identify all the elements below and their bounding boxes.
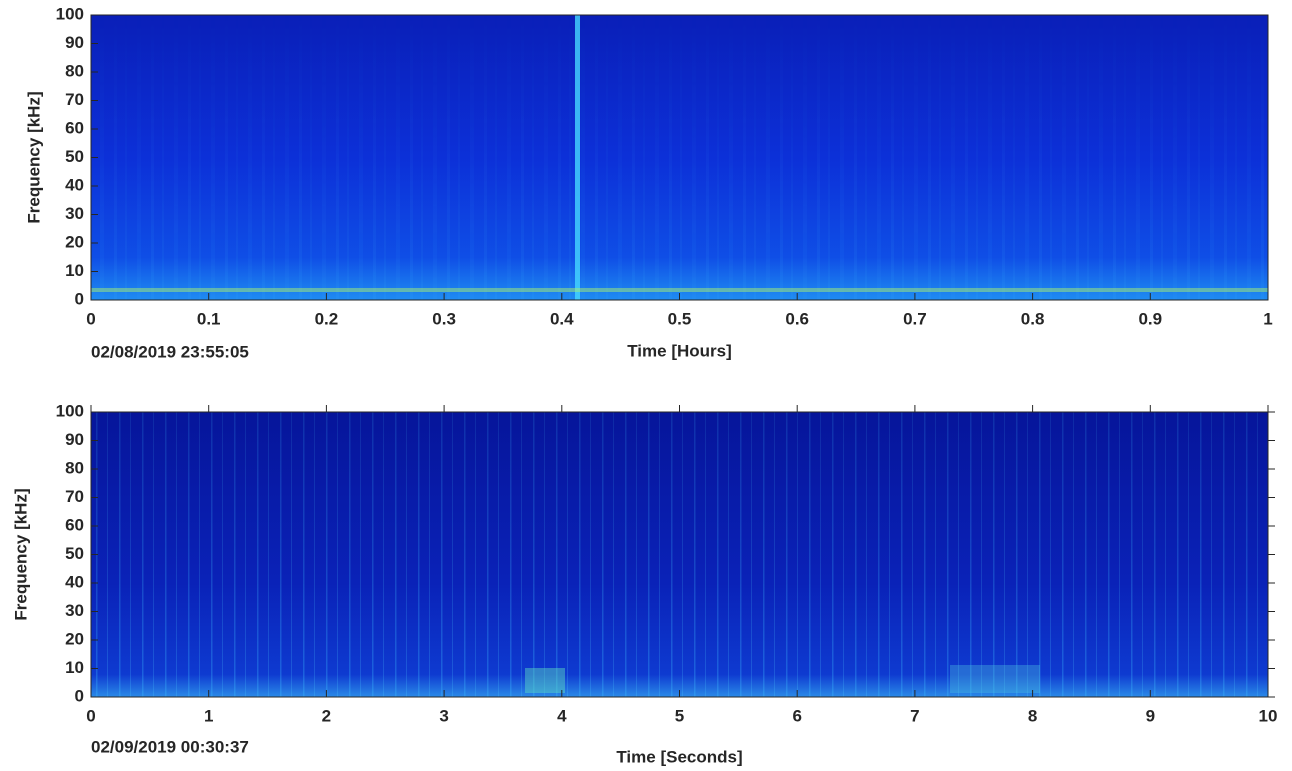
x-tick-label: 0.1 — [197, 309, 221, 328]
y-tick-label: 0 — [75, 289, 84, 308]
y-tick-label: 80 — [65, 61, 84, 80]
x-tick-label: 2 — [322, 706, 331, 725]
plot-background — [91, 15, 1268, 697]
y-tick-label: 50 — [65, 147, 84, 166]
x-tick-label: 0.6 — [785, 309, 809, 328]
x-tick-label: 1 — [1263, 309, 1272, 328]
x-tick-label: 8 — [1028, 706, 1037, 725]
y-tick-label: 50 — [65, 544, 84, 563]
y-tick-label: 80 — [65, 458, 84, 477]
x-axis-label: Time [Hours] — [627, 341, 732, 360]
y-tick-label: 10 — [65, 261, 84, 280]
x-tick-label: 0.7 — [903, 309, 927, 328]
x-tick-label: 1 — [204, 706, 213, 725]
x-tick-label: 10 — [1259, 706, 1278, 725]
y-tick-label: 60 — [65, 118, 84, 137]
y-tick-label: 20 — [65, 629, 84, 648]
x-tick-label: 0.8 — [1021, 309, 1045, 328]
x-axis-label: Time [Seconds] — [616, 747, 742, 766]
y-tick-label: 40 — [65, 572, 84, 591]
y-tick-label: 30 — [65, 204, 84, 223]
x-tick-label: 4 — [557, 706, 567, 725]
y-tick-label: 70 — [65, 90, 84, 109]
y-tick-label: 60 — [65, 515, 84, 534]
timestamp: 02/08/2019 23:55:05 — [91, 342, 249, 361]
x-tick-label: 0.2 — [315, 309, 339, 328]
y-tick-label: 10 — [65, 658, 84, 677]
y-tick-label: 70 — [65, 487, 84, 506]
y-tick-label: 40 — [65, 175, 84, 194]
x-tick-label: 3 — [439, 706, 448, 725]
y-tick-label: 100 — [56, 401, 84, 420]
y-tick-label: 90 — [65, 430, 84, 449]
y-tick-label: 90 — [65, 33, 84, 52]
y-axis-label: Frequency [kHz] — [11, 488, 30, 620]
y-tick-label: 100 — [56, 4, 84, 23]
x-tick-label: 0.5 — [668, 309, 692, 328]
x-tick-label: 0.3 — [432, 309, 456, 328]
y-axis-label: Frequency [kHz] — [24, 91, 43, 223]
y-tick-label: 30 — [65, 601, 84, 620]
y-tick-label: 0 — [75, 686, 84, 705]
x-tick-label: 0 — [86, 706, 95, 725]
x-tick-label: 7 — [910, 706, 919, 725]
x-tick-label: 0.9 — [1138, 309, 1162, 328]
x-tick-label: 6 — [792, 706, 801, 725]
timestamp: 02/09/2019 00:30:37 — [91, 737, 249, 756]
y-tick-label: 20 — [65, 232, 84, 251]
x-tick-label: 0.4 — [550, 309, 574, 328]
x-tick-label: 9 — [1146, 706, 1155, 725]
x-tick-label: 0 — [86, 309, 95, 328]
x-tick-label: 5 — [675, 706, 684, 725]
